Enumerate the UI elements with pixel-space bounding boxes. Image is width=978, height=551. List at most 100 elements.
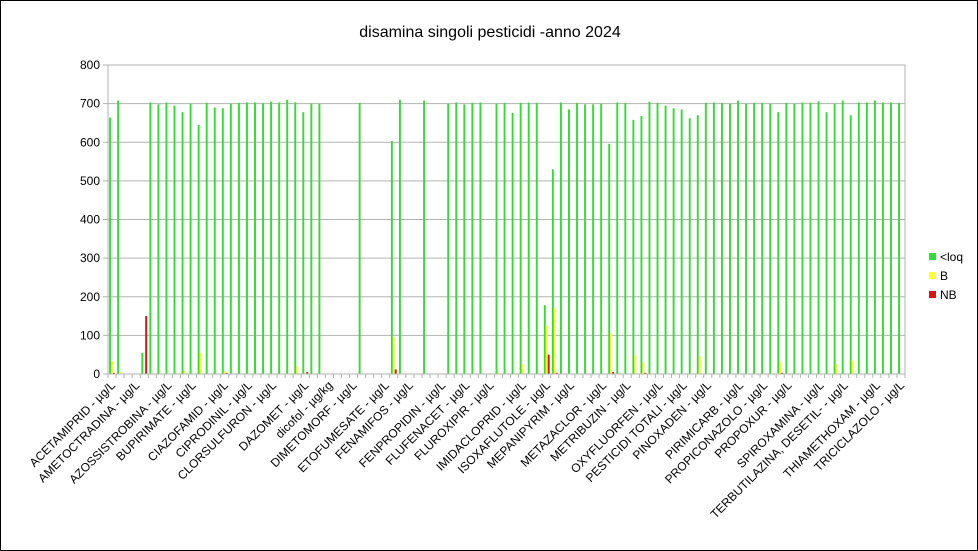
bar-nb <box>555 372 558 374</box>
bar-loq <box>455 102 458 374</box>
bars <box>109 99 901 375</box>
bar-loq <box>898 102 901 374</box>
bar-loq <box>189 103 192 375</box>
bar-loq <box>568 109 570 375</box>
bar-loq <box>801 102 804 374</box>
y-tick-label: 100 <box>80 328 100 342</box>
bar-loq <box>278 102 281 374</box>
bar-nb <box>394 369 397 374</box>
legend-label: NB <box>940 288 957 302</box>
bar-loq <box>825 112 828 375</box>
bar-loq <box>398 99 401 374</box>
bar-loq <box>600 103 603 375</box>
bar-loq <box>704 102 707 374</box>
bar-b <box>111 361 113 374</box>
bar-loq <box>463 104 466 375</box>
bar-loq <box>205 102 208 374</box>
bar-loq <box>503 102 506 374</box>
bar-loq <box>262 103 265 375</box>
bar-nb <box>112 372 115 374</box>
bar-loq <box>535 102 538 374</box>
bar-loq <box>745 103 748 375</box>
bar-b <box>698 356 701 374</box>
bar-b <box>223 371 226 374</box>
bar-b <box>545 325 548 374</box>
legend-swatch <box>929 272 936 279</box>
bar-loq <box>318 103 321 375</box>
bar-loq <box>173 105 176 374</box>
bar-nb <box>225 372 228 374</box>
bar-loq <box>769 103 772 375</box>
bar-b <box>553 308 556 374</box>
bar-nb <box>612 372 615 374</box>
bar-loq <box>632 119 635 374</box>
bar-loq <box>286 99 289 374</box>
bar-loq <box>729 103 731 375</box>
bar-b <box>851 360 854 374</box>
bar-loq <box>712 102 715 374</box>
bar-loq <box>720 102 723 374</box>
bar-loq <box>656 102 659 374</box>
bar-b <box>296 366 299 374</box>
y-tick-label: 200 <box>80 290 100 304</box>
bar-b <box>199 352 202 374</box>
bar-loq <box>664 105 667 374</box>
bar-loq <box>608 143 611 374</box>
bar-nb <box>306 372 309 374</box>
y-tick-label: 700 <box>80 97 100 111</box>
bar-loq <box>857 102 860 374</box>
bar-b <box>497 372 500 374</box>
y-tick-label: 400 <box>80 213 100 227</box>
bar-loq <box>890 102 892 374</box>
bar-loq <box>793 103 796 375</box>
bar-loq <box>551 169 554 374</box>
bar-b <box>634 355 637 374</box>
bar-loq <box>616 102 619 374</box>
bar-b <box>610 333 613 374</box>
bar-b <box>779 362 782 374</box>
bar-b <box>835 364 838 374</box>
bar-loq <box>229 103 232 375</box>
bar-loq <box>576 102 578 374</box>
bar-loq <box>849 115 852 375</box>
bar-loq <box>865 102 868 374</box>
legend-label: <loq <box>940 250 963 264</box>
bar-loq <box>294 102 297 374</box>
bar-loq <box>197 124 200 375</box>
y-tick-label: 500 <box>80 174 100 188</box>
bar-b <box>392 337 395 374</box>
legend-label: B <box>940 269 948 283</box>
bar-loq <box>423 100 426 374</box>
bar-loq <box>640 115 643 375</box>
bar-loq <box>237 102 240 374</box>
bar-loq <box>696 115 699 375</box>
bar-loq <box>213 107 216 375</box>
bar-nb <box>547 354 550 374</box>
bar-nb <box>145 316 148 374</box>
bar-b <box>183 370 186 374</box>
bar-loq <box>592 104 595 375</box>
bar-loq <box>527 102 530 374</box>
bar-loq <box>310 103 313 375</box>
bar-loq <box>117 100 120 374</box>
bar-loq <box>680 109 683 375</box>
bar-loq <box>833 103 836 375</box>
y-tick-label: 800 <box>80 58 100 72</box>
bar-loq <box>841 100 844 374</box>
legend: <loq B NB <box>929 250 963 302</box>
bar-loq <box>624 102 627 374</box>
bar-loq <box>165 102 168 374</box>
y-tick-label: 600 <box>80 135 100 149</box>
bar-loq <box>559 102 562 374</box>
bar-loq <box>737 100 739 374</box>
bar-loq <box>873 100 876 374</box>
bar-loq <box>753 102 756 374</box>
bar-nb <box>781 372 784 374</box>
bar-loq <box>157 104 160 375</box>
bar-loq <box>358 102 361 374</box>
y-axis-ticks: 0 100 200 300 400 500 600 700 800 <box>80 58 100 381</box>
bar-loq <box>672 108 675 374</box>
bar-b <box>521 364 524 374</box>
